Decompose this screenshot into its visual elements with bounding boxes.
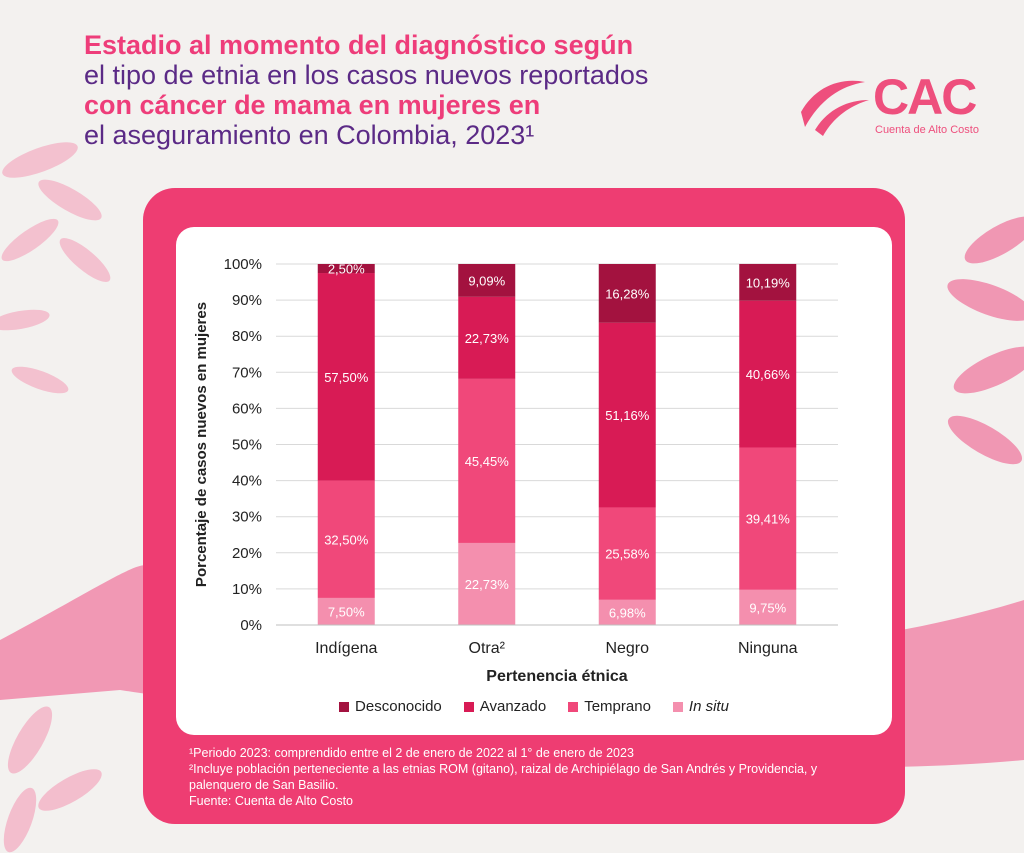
bar-segment [598, 507, 656, 600]
bar-segment [458, 264, 516, 297]
data-label: 9,09% [468, 273, 505, 288]
title-line-1: Estadio al momento del diagnóstico según [84, 30, 634, 60]
footnote-2: ²Incluye población perteneciente a las e… [189, 762, 818, 792]
source-note: Fuente: Cuenta de Alto Costo [189, 794, 353, 808]
title-line-2: el tipo de etnia en los casos nuevos rep… [84, 60, 649, 90]
y-axis-title: Porcentaje de casos nuevos en mujeres [193, 302, 210, 587]
y-tick-label: 10% [232, 581, 262, 598]
logo-subtitle: Cuenta de Alto Costo [875, 124, 979, 136]
stacked-bar-chart: 0% 10% 20% 30% 40% 50% 60% 70% 80% 90% 100% 7,50% 32… [193, 256, 838, 685]
x-tick-label: Ninguna [738, 640, 798, 657]
y-tick-label: 70% [232, 364, 262, 381]
leaf-decoration-bottom-left [3, 706, 102, 853]
data-label: 39,41% [746, 512, 791, 527]
y-tick-label: 60% [232, 400, 262, 417]
legend-swatch-in-situ [672, 701, 683, 712]
x-tick-label: Otra² [469, 640, 506, 657]
chart-legend: Desconocido Avanzado Temprano In situ [176, 698, 892, 715]
legend-item-avanzado: Avanzado [463, 698, 547, 715]
data-label: 40,66% [746, 367, 791, 382]
legend-item-temprano: Temprano [568, 698, 651, 715]
leaf-decoration-right [947, 216, 1024, 465]
legend-item-in-situ: In situ [672, 698, 729, 715]
x-axis-title: Pertenencia étnica [486, 668, 628, 685]
legend-label-temprano: Temprano [584, 698, 651, 715]
data-label: 22,73% [465, 331, 510, 346]
bar-segment [458, 296, 516, 379]
data-label: 10,19% [746, 275, 791, 290]
bar-segment [739, 263, 797, 301]
y-tick-label: 100% [224, 256, 262, 273]
legend-swatch-avanzado [463, 701, 474, 712]
bar-segment [598, 599, 656, 625]
x-tick-label: Negro [605, 640, 649, 657]
leaf-decoration-left [0, 142, 111, 394]
y-tick-label: 0% [240, 617, 262, 634]
data-label: 6,98% [609, 605, 646, 620]
data-label: 25,58% [605, 547, 650, 562]
data-label: 22,73% [465, 577, 510, 592]
data-label: 9,75% [749, 600, 786, 615]
logo-swoosh-icon [801, 80, 869, 136]
y-tick-label: 90% [232, 292, 262, 309]
y-tick-label: 50% [232, 437, 262, 454]
title-line-3: con cáncer de mama en mujeres en [84, 90, 541, 120]
data-label: 2,50% [328, 262, 365, 277]
y-tick-label: 30% [232, 509, 262, 526]
data-label: 32,50% [324, 532, 369, 547]
bar-segment [458, 542, 516, 625]
legend-item-desconocido: Desconocido [339, 698, 442, 715]
bar-segment [598, 322, 656, 508]
y-tick-label: 20% [232, 545, 262, 562]
bar-segment [317, 264, 375, 274]
bar-segment [739, 589, 797, 625]
y-tick-label: 40% [232, 473, 262, 490]
chart-title: Estadio al momento del diagnóstico según… [84, 30, 804, 150]
data-label: 45,45% [465, 454, 510, 469]
bar-segment [458, 378, 516, 543]
data-label: 57,50% [324, 370, 369, 385]
bar-segment [739, 300, 797, 448]
bar-segment [739, 447, 797, 590]
title-line-4: el aseguramiento en Colombia, 2023¹ [84, 120, 535, 150]
legend-label-avanzado: Avanzado [479, 698, 547, 715]
data-label: 51,16% [605, 408, 650, 423]
bar-segment [317, 273, 375, 481]
legend-swatch-desconocido [339, 701, 350, 712]
cac-logo: CAC Cuenta de Alto Costo [795, 69, 995, 142]
bar-segment [317, 597, 375, 625]
data-label: 7,50% [328, 604, 365, 619]
footnote-1: ¹Periodo 2023: comprendido entre el 2 de… [189, 746, 634, 760]
bar-segment [598, 264, 656, 323]
data-label: 16,28% [605, 286, 650, 301]
legend-label-desconocido: Desconocido [355, 698, 442, 715]
legend-label-in-situ: In situ [688, 698, 729, 715]
logo-text: CAC [873, 69, 977, 125]
footnotes: ¹Periodo 2023: comprendido entre el 2 de… [189, 745, 829, 809]
x-tick-label: Indígena [315, 640, 377, 657]
bar-segment [317, 480, 375, 598]
legend-swatch-temprano [568, 701, 579, 712]
y-tick-label: 80% [232, 328, 262, 345]
